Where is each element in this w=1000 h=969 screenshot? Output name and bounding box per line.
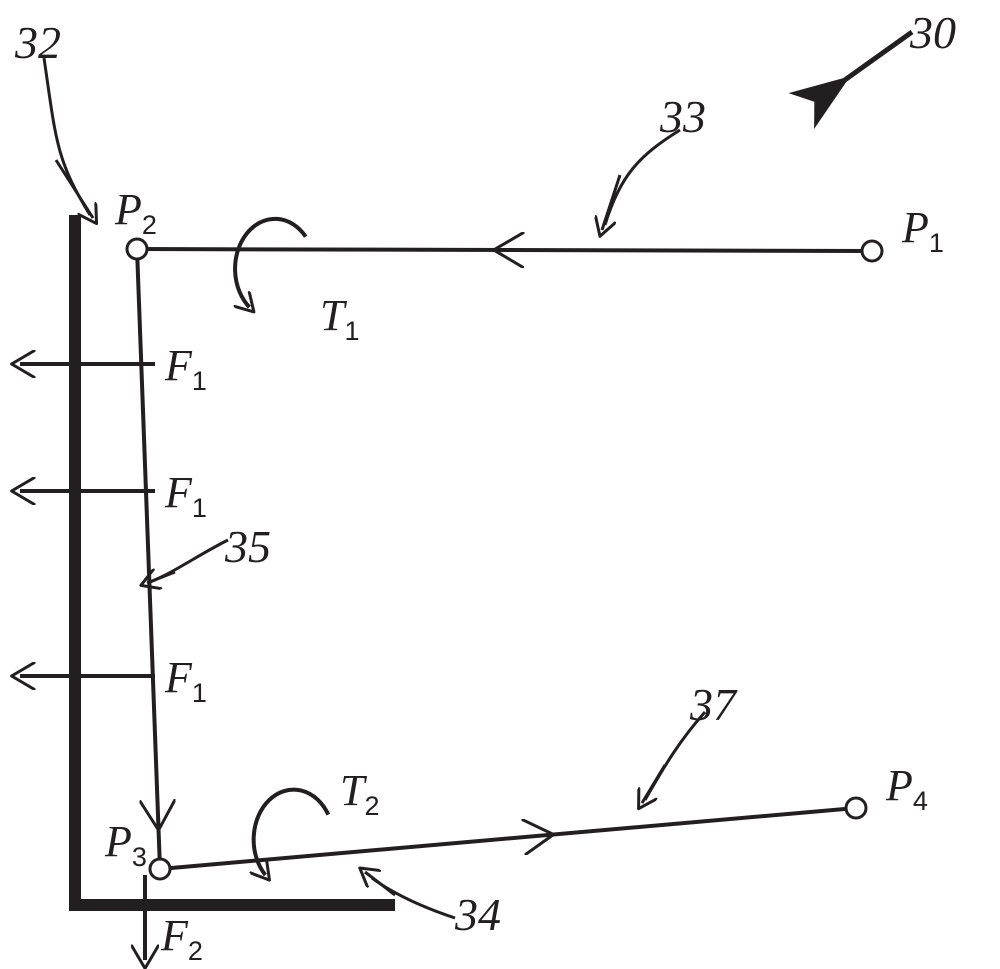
label-L34: 34	[454, 889, 501, 940]
callout-35-tip	[147, 572, 175, 583]
label-LF1b: F1	[164, 468, 207, 523]
callout-32	[44, 58, 90, 215]
label-L30: 30	[909, 7, 956, 58]
point-P3	[150, 859, 170, 879]
label-LF1a: F1	[164, 341, 207, 396]
callout-34	[372, 878, 455, 918]
label-LP1: P1	[901, 203, 944, 258]
label-L35: 35	[224, 521, 271, 572]
callout-33	[605, 130, 680, 225]
diagram-canvas: 30 32 33 35 37 34 P1 P2 P3 P4 F1 F1 F1 F2 T1 T2	[0, 0, 1000, 969]
path-37	[160, 808, 856, 869]
label-LT1: T1	[320, 291, 360, 346]
path-35	[137, 249, 160, 869]
label-L32: 32	[14, 17, 61, 68]
callout-arrow-30	[842, 32, 912, 82]
point-P2	[127, 239, 147, 259]
label-LP3: P3	[104, 817, 147, 872]
point-P1	[862, 241, 882, 261]
label-L33: 33	[659, 91, 706, 142]
label-L37: 37	[689, 679, 738, 730]
point-P4	[846, 798, 866, 818]
callout-33-tip	[602, 175, 620, 230]
callout-32-tip	[56, 160, 93, 218]
rotation-T1	[235, 219, 306, 307]
rotation-T2	[254, 790, 329, 875]
label-LF1c: F1	[164, 653, 207, 708]
callout-34-tip	[365, 872, 395, 895]
label-LF2: F2	[160, 911, 203, 966]
label-LT2: T2	[340, 766, 380, 821]
label-LP2: P2	[114, 185, 157, 240]
label-LP4: P4	[885, 761, 928, 816]
callout-37-tip	[642, 765, 665, 803]
